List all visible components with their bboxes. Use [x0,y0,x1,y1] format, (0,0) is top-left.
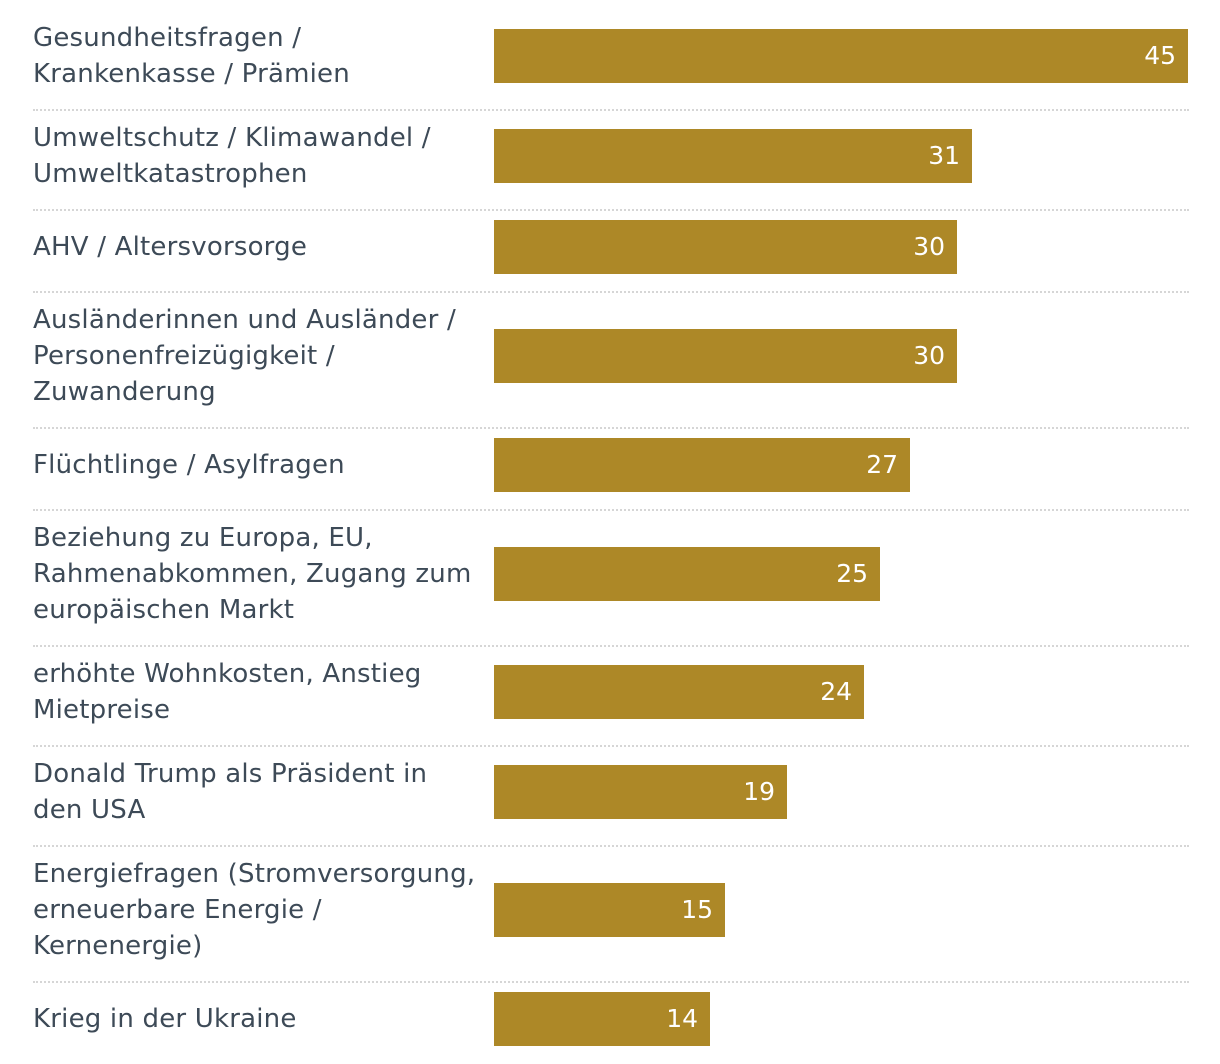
bar: 30 [494,329,957,383]
category-label-line: Umweltschutz / Klimawandel / [33,123,431,153]
bar: 19 [494,765,787,819]
row-divider [33,427,1189,429]
category-label-line: Krieg in der Ukraine [33,1004,297,1034]
category-label-line: Umweltkatastrophen [33,159,308,189]
category-label-line: Gesundheitsfragen / [33,23,302,53]
bar-value-label: 15 [681,895,713,924]
category-label-line: europäischen Markt [33,595,295,625]
bar-value-label: 14 [666,1004,698,1033]
category-label-line: erhöhte Wohnkosten, Anstieg [33,659,422,689]
chart-row: erhöhte Wohnkosten, Anstieg Mietpreise 24 [0,646,1220,746]
category-label-line: Zuwanderung [33,377,216,407]
bar-value-label: 27 [866,450,898,479]
category-label-line: erneuerbare Energie / [33,895,322,925]
row-divider [33,109,1189,111]
category-label: Donald Trump als Präsident in den USA [33,756,483,828]
category-label-line: Krankenkasse / Prämien [33,59,350,89]
category-label-line: Beziehung zu Europa, EU, [33,523,373,553]
row-divider [33,209,1189,211]
category-label: Krieg in der Ukraine [33,1001,483,1037]
category-label-line: AHV / Altersvorsorge [33,232,308,262]
chart-row: AHV / Altersvorsorge 30 [0,210,1220,292]
bar-value-label: 25 [836,559,868,588]
row-divider [33,981,1189,983]
bar: 31 [494,129,972,183]
bar-value-label: 45 [1144,41,1176,70]
row-divider [33,509,1189,511]
category-label-line: den USA [33,795,146,825]
category-label: Beziehung zu Europa, EU, Rahmenabkommen, … [33,520,483,628]
chart-row: Krieg in der Ukraine 14 [0,982,1220,1064]
bar-value-label: 31 [928,141,960,170]
bar: 24 [494,665,864,719]
category-label-line: Kernenergie) [33,931,203,961]
chart-row: Umweltschutz / Klimawandel / Umweltkatast… [0,110,1220,210]
row-divider [33,645,1189,647]
category-label: AHV / Altersvorsorge [33,229,483,265]
chart-row: Flüchtlinge / Asylfragen 27 [0,428,1220,510]
chart-row: Energiefragen (Stromversorgung, erneuerba… [0,846,1220,982]
bar: 15 [494,883,725,937]
row-divider [33,845,1189,847]
category-label-line: Personenfreizügigkeit / [33,341,335,371]
category-label-line: Rahmenabkommen, Zugang zum [33,559,472,589]
category-label-line: Energiefragen (Stromversorgung, [33,859,476,889]
bar: 45 [494,29,1188,83]
bar-value-label: 19 [743,777,775,806]
chart-row: Ausländerinnen und Ausländer / Personenfr… [0,292,1220,428]
category-label: Energiefragen (Stromversorgung, erneuerba… [33,856,483,964]
category-label: Ausländerinnen und Ausländer / Personenfr… [33,302,483,410]
category-label: Flüchtlinge / Asylfragen [33,447,483,483]
bar-value-label: 24 [820,677,852,706]
bar: 30 [494,220,957,274]
bar: 27 [494,438,910,492]
bar-value-label: 30 [913,232,945,261]
row-divider [33,745,1189,747]
category-label: Umweltschutz / Klimawandel / Umweltkatast… [33,120,483,192]
bar-value-label: 30 [913,341,945,370]
chart-row: Beziehung zu Europa, EU, Rahmenabkommen, … [0,510,1220,646]
chart-row: Gesundheitsfragen / Krankenkasse / Prämie… [0,10,1220,110]
bar: 25 [494,547,880,601]
category-label-line: Donald Trump als Präsident in [33,759,428,789]
category-label: erhöhte Wohnkosten, Anstieg Mietpreise [33,656,483,728]
category-label-line: Mietpreise [33,695,171,725]
chart-row: Donald Trump als Präsident in den USA 19 [0,746,1220,846]
category-label: Gesundheitsfragen / Krankenkasse / Prämie… [33,20,483,92]
row-divider [33,291,1189,293]
category-label-line: Flüchtlinge / Asylfragen [33,450,345,480]
category-label-line: Ausländerinnen und Ausländer / [33,305,456,335]
bar: 14 [494,992,710,1046]
bar-chart: Gesundheitsfragen / Krankenkasse / Prämie… [0,10,1220,1046]
